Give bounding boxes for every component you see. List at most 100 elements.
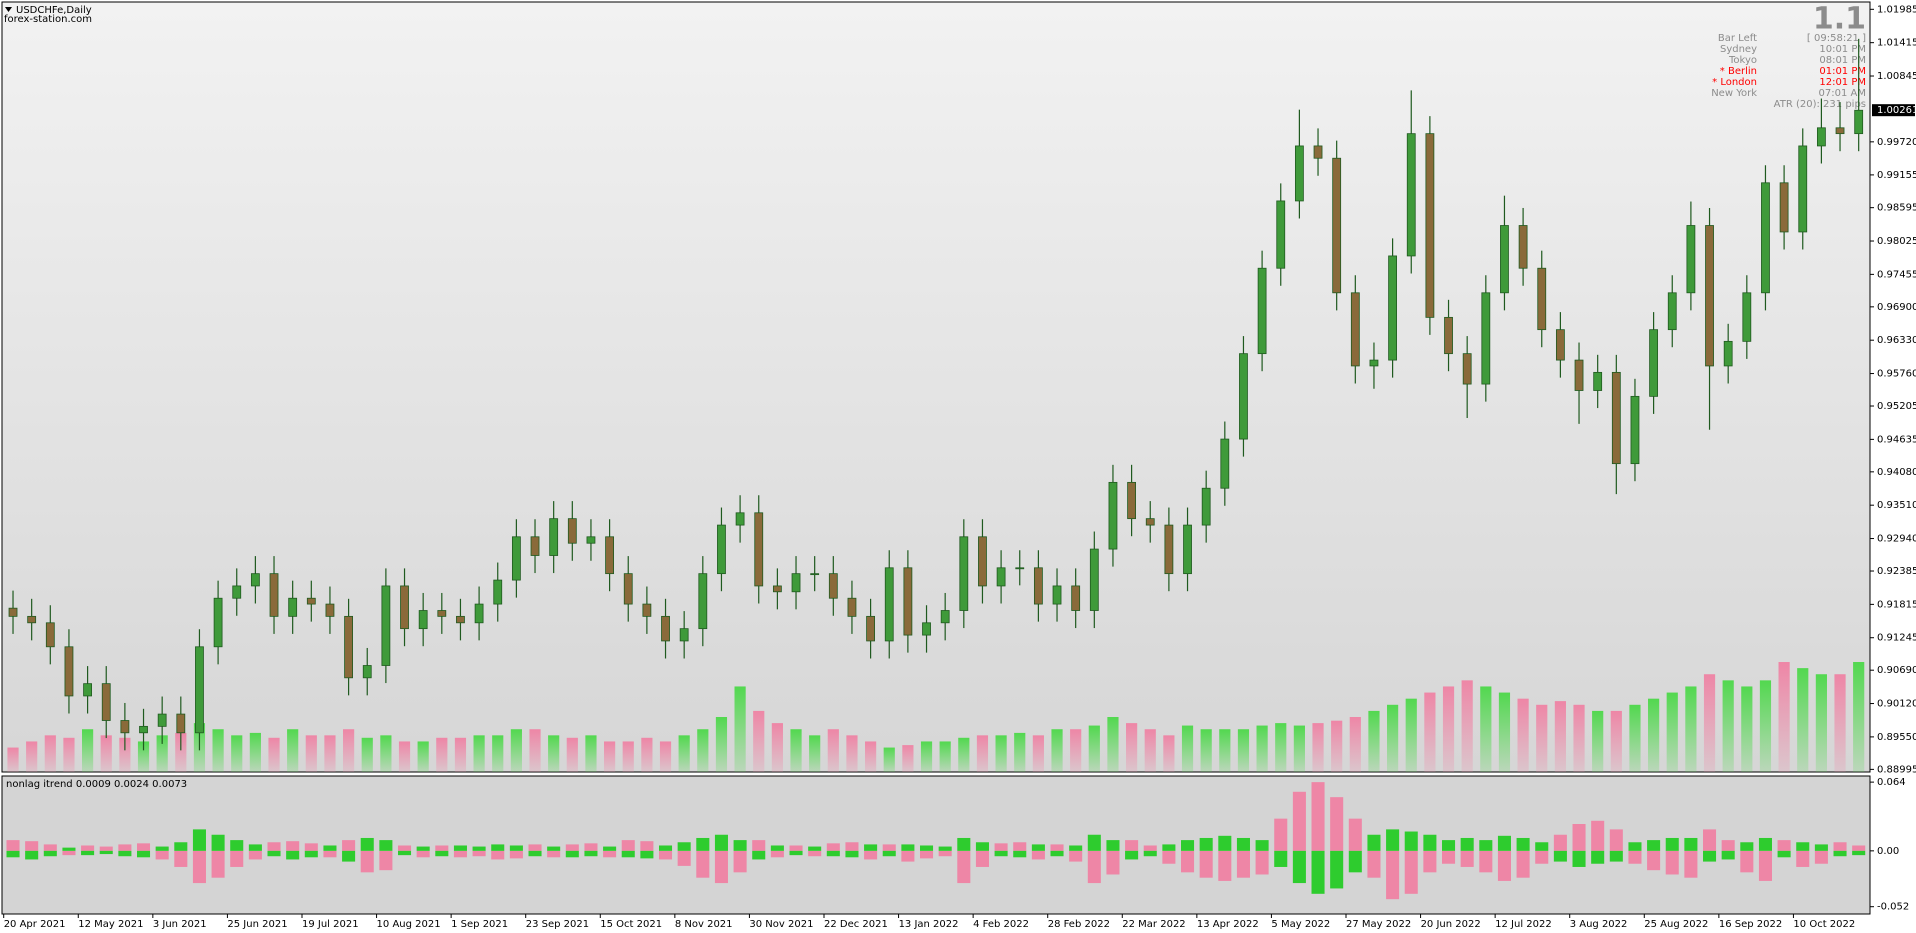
y-tick-label: 0.92940 (1877, 534, 1916, 545)
indicator-bar (1553, 850, 1567, 862)
indicator-bar (1591, 820, 1605, 851)
volume-bar (156, 735, 168, 772)
indicator-bar (192, 850, 206, 884)
indicator-bar (1181, 840, 1195, 851)
indicator-bar (1031, 844, 1045, 851)
volume-bar (1759, 680, 1772, 772)
indicator-bar (1814, 844, 1828, 851)
x-tick-label: 15 Oct 2021 (600, 919, 662, 930)
indicator-bar (491, 844, 505, 851)
indicator-bar (1106, 840, 1120, 851)
indicator-bar (640, 850, 654, 859)
candle-body (1742, 292, 1752, 342)
indicator-bar (435, 845, 449, 851)
indicator-bar (1218, 835, 1232, 851)
volume-bar (1442, 686, 1455, 772)
indicator-bar (994, 843, 1008, 851)
indicator-bar (1330, 797, 1344, 851)
volume-bar (63, 737, 75, 772)
indicator-bar (1274, 850, 1288, 867)
volume-bar (529, 729, 541, 772)
volume-bar (324, 735, 336, 772)
indicator-bar (1591, 850, 1605, 864)
candle-body (1779, 182, 1789, 233)
y-tick-label: 1.01985 (1877, 4, 1916, 15)
indicator-bar (1236, 837, 1250, 851)
candle-body (474, 603, 484, 624)
x-tick-label: 3 Jun 2021 (153, 919, 207, 930)
menu-arrow[interactable] (5, 7, 12, 12)
candle-body (1425, 133, 1435, 318)
y-tick-label: 0.94635 (1877, 434, 1916, 445)
volume-bar (1014, 732, 1026, 772)
indicator-bar (1852, 845, 1866, 851)
indicator-bar (864, 844, 878, 851)
indicator-bar (323, 850, 337, 858)
volume-bar (1610, 710, 1622, 772)
volume-bar (1032, 735, 1044, 772)
indicator-bar (1703, 850, 1717, 862)
indicator-bar (920, 850, 934, 859)
candle-body (83, 683, 92, 697)
main-panel (1, 1, 1871, 773)
indicator-bar (304, 843, 318, 851)
volume-bar (1088, 725, 1100, 772)
volume-bar (1741, 686, 1753, 772)
candle-body (1500, 225, 1509, 294)
indicator-bar (1814, 850, 1828, 864)
indicator-bar (770, 850, 784, 858)
candle-body (1164, 524, 1174, 575)
volume-bar (1405, 698, 1417, 772)
candle-body (195, 646, 204, 734)
candle-body (996, 567, 1006, 587)
volume-bar (1797, 668, 1809, 772)
indicator-bar (1087, 834, 1101, 851)
volume-bar (1331, 720, 1343, 772)
volume-bar (1685, 686, 1697, 772)
indicator-bar (621, 850, 635, 858)
indicator-bar (1404, 831, 1418, 851)
info-label: Tokyo (1728, 55, 1757, 66)
volume-bar (343, 729, 355, 772)
y-tick-label: 0.00 (1877, 846, 1899, 857)
indicator-bar (1087, 850, 1101, 884)
candle-body (586, 536, 596, 544)
indicator-bar (509, 850, 523, 859)
candle-body (1537, 267, 1547, 331)
candle-body (27, 615, 37, 624)
candle-body (213, 597, 223, 648)
indicator-bar (1572, 824, 1586, 851)
indicator-bar (1647, 840, 1661, 851)
volume-bar (566, 737, 578, 772)
y-tick-label: 0.99720 (1877, 137, 1916, 148)
indicator-bar (957, 837, 971, 851)
volume-bar (417, 741, 429, 772)
indicator-bar (304, 850, 318, 858)
candle-body (1033, 567, 1043, 605)
indicator-bar (379, 850, 393, 871)
indicator-bar (230, 840, 244, 851)
volume-bar (82, 729, 94, 772)
indicator-bar (659, 850, 673, 860)
indicator-bar (845, 842, 859, 851)
indicator-bar (1199, 850, 1213, 878)
indicator-bar (994, 850, 1008, 857)
volume-bar (398, 741, 411, 772)
indicator-bar (81, 845, 95, 851)
info-value: 12:01 PM (1819, 77, 1866, 88)
indicator-bar (901, 844, 915, 851)
indicator-bar (1106, 850, 1120, 875)
candle-body (717, 524, 726, 575)
indicator-bar (1236, 850, 1250, 878)
indicator-bar (1553, 834, 1567, 851)
candle-body (250, 573, 260, 587)
volume-bar (380, 735, 392, 772)
indicator-bar (1796, 842, 1810, 851)
indicator-bar (155, 850, 169, 860)
y-tick-label: 0.98595 (1877, 203, 1916, 214)
indicator-bar (975, 842, 989, 851)
x-tick-label: 25 Jun 2021 (227, 919, 287, 930)
volume-bar (119, 737, 131, 772)
volume-bar (995, 735, 1007, 772)
indicator-bar (1348, 818, 1362, 851)
